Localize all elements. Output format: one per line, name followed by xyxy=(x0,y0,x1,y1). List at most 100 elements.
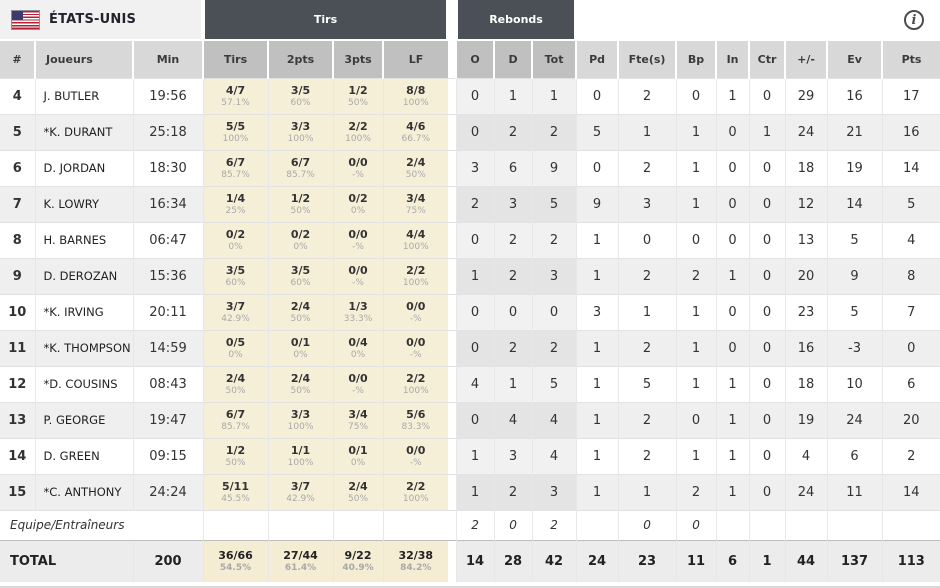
shot-percentage: 66.7% xyxy=(401,133,431,144)
col-header-pts: Pts xyxy=(881,40,940,78)
column-spacer xyxy=(448,329,457,366)
turnovers-cell: 2 xyxy=(675,473,717,510)
total-three-points-cell: 9/22 40.9% xyxy=(332,539,384,582)
minutes-cell: 09:15 xyxy=(132,437,204,474)
three-points-cell: 3/4 75% xyxy=(332,401,384,438)
total-turnovers-cell: 11 xyxy=(675,539,717,582)
minutes-cell: 19:47 xyxy=(132,401,204,438)
column-spacer xyxy=(448,185,457,222)
player-number-cell: 11 xyxy=(0,329,35,366)
fouls-cell: 2 xyxy=(617,257,677,294)
player-row: 12 *D. COUSINS 08:43 2/4 50% 2/4 50% 0/0 -% 2/2 10… xyxy=(0,365,940,402)
assists-cell: 0 xyxy=(575,77,619,114)
plusminus-cell: 18 xyxy=(784,365,828,402)
group-header-rebonds: Rebonds xyxy=(454,0,579,41)
fouls-cell: 2 xyxy=(617,401,677,438)
shot-percentage: 50% xyxy=(348,493,369,504)
reb-off-cell: 1 xyxy=(455,257,495,294)
shot-made-attempted: 3/7 xyxy=(290,479,311,493)
column-spacer xyxy=(448,293,457,330)
empty-cell xyxy=(202,509,269,540)
column-spacer xyxy=(448,221,457,258)
three-points-cell: 0/2 0% xyxy=(332,185,384,222)
empty-cell xyxy=(382,509,449,540)
blocks-cell: 0 xyxy=(748,437,786,474)
player-number-cell: 5 xyxy=(0,113,35,150)
free-throws-cell: 2/2 100% xyxy=(382,473,449,510)
col-header-num: # xyxy=(0,40,35,78)
shot-made-attempted: 1/2 xyxy=(290,191,311,205)
player-row: 15 *C. ANTHONY 24:24 5/11 45.5% 3/7 42.9% 2/4 50… xyxy=(0,473,940,510)
shot-made-attempted: 6/7 xyxy=(225,155,246,169)
column-spacer xyxy=(448,149,457,186)
shot-percentage: 100% xyxy=(402,97,429,108)
blocks-cell: 0 xyxy=(748,401,786,438)
shot-made-attempted: 32/38 xyxy=(398,548,434,562)
shot-percentage: 100% xyxy=(222,133,249,144)
info-icon[interactable]: i xyxy=(904,10,925,31)
shot-made-attempted: 3/4 xyxy=(348,407,368,421)
player-row: 11 *K. THOMPSON 14:59 0/5 0% 0/1 0% 0/4 0% 0/0 -% 0… xyxy=(0,329,940,366)
shot-percentage: 100% xyxy=(287,133,314,144)
reb-off-cell: 0 xyxy=(455,401,495,438)
reb-def-cell: 6 xyxy=(493,149,533,186)
shot-percentage: -% xyxy=(352,385,364,396)
reb-tot-cell: 5 xyxy=(531,365,577,402)
turnovers-cell: 1 xyxy=(675,185,717,222)
turnovers-cell: 1 xyxy=(675,293,717,330)
points-cell: 2 xyxy=(881,437,940,474)
steals-cell: 1 xyxy=(715,437,750,474)
steals-cell: 0 xyxy=(715,329,750,366)
turnovers-cell: 0 xyxy=(675,221,717,258)
shot-made-attempted: 0/1 xyxy=(290,335,311,349)
shot-made-attempted: 4/7 xyxy=(225,83,246,97)
shot-made-attempted: 2/4 xyxy=(290,299,311,313)
player-number-cell: 4 xyxy=(0,77,35,114)
reb-def-cell: 2 xyxy=(493,113,533,150)
turnovers-cell: 1 xyxy=(675,437,717,474)
col-header-tirs: Tirs xyxy=(202,40,269,78)
minutes-cell: 18:30 xyxy=(132,149,204,186)
shot-percentage: -% xyxy=(409,457,422,468)
shot-made-attempted: 0/0 xyxy=(348,155,368,169)
header-right-area: i xyxy=(576,0,940,41)
shot-made-attempted: 0/0 xyxy=(348,263,368,277)
column-spacer xyxy=(448,509,457,540)
shot-made-attempted: 3/5 xyxy=(225,263,246,277)
shot-percentage: 45.5% xyxy=(221,493,250,504)
shot-made-attempted: 27/44 xyxy=(283,548,318,562)
field-goals-cell: 3/5 60% xyxy=(202,257,269,294)
total-steals-cell: 6 xyxy=(715,539,750,582)
shot-made-attempted: 1/2 xyxy=(348,83,368,97)
assists-cell: 1 xyxy=(575,329,619,366)
steals-cell xyxy=(715,509,750,540)
steals-cell: 1 xyxy=(715,365,750,402)
blocks-cell: 0 xyxy=(748,293,786,330)
shot-made-attempted: 2/2 xyxy=(348,119,368,133)
free-throws-cell: 3/4 75% xyxy=(382,185,449,222)
points-cell: 8 xyxy=(881,257,940,294)
shot-percentage: 50% xyxy=(225,457,246,468)
shot-percentage: 40.9% xyxy=(342,562,374,573)
blocks-cell: 0 xyxy=(748,365,786,402)
fouls-cell: 2 xyxy=(617,437,677,474)
column-spacer xyxy=(448,365,457,402)
assists-cell: 1 xyxy=(575,257,619,294)
reb-def-cell: 1 xyxy=(493,365,533,402)
player-number-cell: 10 xyxy=(0,293,35,330)
reb-def-cell: 2 xyxy=(493,221,533,258)
three-points-cell: 0/0 -% xyxy=(332,257,384,294)
reb-tot-cell: 1 xyxy=(531,77,577,114)
col-header-in: In xyxy=(715,40,750,78)
assists-cell: 1 xyxy=(575,365,619,402)
steals-cell: 0 xyxy=(715,149,750,186)
field-goals-cell: 1/2 50% xyxy=(202,437,269,474)
shot-percentage: 0% xyxy=(350,457,366,468)
shot-percentage: 60% xyxy=(290,97,311,108)
turnovers-cell: 0 xyxy=(675,509,717,540)
plusminus-cell: 23 xyxy=(784,293,828,330)
three-points-cell: 0/0 -% xyxy=(332,221,384,258)
team-header: ÉTATS-UNIS xyxy=(0,0,204,41)
total-label: TOTAL xyxy=(0,539,133,582)
shot-made-attempted: 0/5 xyxy=(225,335,246,349)
